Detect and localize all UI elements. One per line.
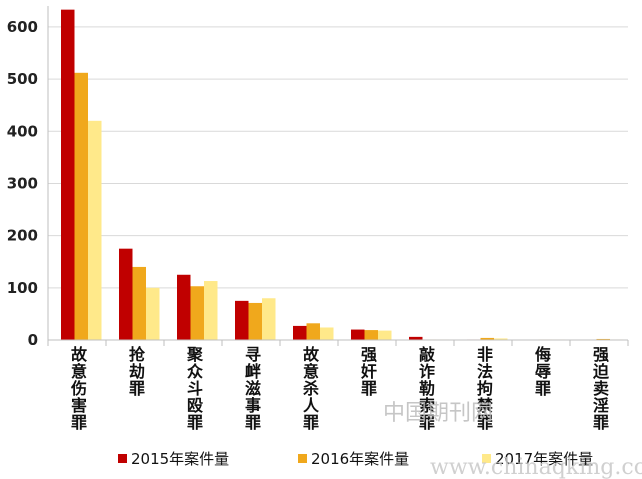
bar-2-6 bbox=[364, 330, 378, 340]
bar-1-1 bbox=[61, 9, 75, 340]
bars bbox=[61, 9, 624, 341]
watermark: 中国期刊网 www.chinaqking.com bbox=[383, 401, 642, 479]
y-axis: 0 100 200 300 400 500 600 bbox=[7, 6, 49, 349]
x-category-label: 寻衅滋事罪 bbox=[245, 345, 261, 432]
bar-3-3 bbox=[204, 281, 218, 340]
x-category-label: 强奸罪 bbox=[360, 345, 377, 398]
x-category-label: 侮辱罪 bbox=[535, 345, 551, 398]
bar-2-10 bbox=[596, 338, 610, 340]
y-tick-label: 100 bbox=[7, 279, 38, 297]
y-tick-label: 500 bbox=[7, 70, 38, 88]
bar-1-6 bbox=[351, 329, 365, 340]
bar-2-8 bbox=[480, 337, 494, 340]
bar-3-6 bbox=[378, 330, 392, 340]
legend-label: 2015年案件量 bbox=[131, 450, 229, 468]
bar-2-1 bbox=[74, 72, 88, 341]
x-category-label: 强迫卖淫罪 bbox=[592, 345, 610, 432]
bar-3-8 bbox=[494, 338, 508, 340]
y-tick-label: 200 bbox=[7, 227, 38, 245]
watermark-en: www.chinaqking.com bbox=[430, 455, 642, 479]
x-category-label: 故意伤害罪 bbox=[70, 345, 88, 432]
legend: 2015年案件量 2016年案件量 2017年案件量 bbox=[118, 450, 593, 468]
legend-label: 2016年案件量 bbox=[311, 450, 409, 468]
bar-2-5 bbox=[306, 323, 320, 340]
x-category-label: 故意杀人罪 bbox=[303, 345, 320, 432]
watermark-cn: 中国期刊网 bbox=[383, 401, 493, 426]
y-tick-label: 400 bbox=[7, 122, 38, 140]
bar-1-2 bbox=[119, 248, 133, 340]
bar-3-4 bbox=[262, 298, 276, 340]
y-tick-label: 600 bbox=[7, 18, 38, 36]
x-category-label: 聚众斗殴罪 bbox=[186, 345, 204, 432]
bar-2-2 bbox=[132, 266, 146, 340]
gridlines bbox=[48, 26, 628, 289]
bar-2-3 bbox=[190, 286, 204, 340]
bar-1-5 bbox=[293, 325, 307, 340]
legend-swatch bbox=[482, 454, 491, 463]
bar-1-7 bbox=[409, 336, 423, 340]
bar-3-2 bbox=[146, 287, 160, 340]
bar-3-1 bbox=[88, 120, 102, 340]
x-category-label: 敲诈勒索罪 bbox=[419, 345, 436, 432]
y-tick-label: 0 bbox=[28, 331, 38, 349]
bar-1-4 bbox=[235, 300, 249, 340]
y-tick-label: 300 bbox=[7, 174, 38, 192]
legend-swatch bbox=[118, 454, 127, 463]
legend-swatch bbox=[298, 454, 307, 463]
x-axis: 故意伤害罪 抢劫罪 聚众斗殴罪 寻衅滋事罪 故意杀人罪 强奸罪 敲诈勒索罪 非法拘禁罪 侮辱罪 强… bbox=[47, 339, 629, 432]
bar-1-3 bbox=[177, 274, 191, 340]
bar-2-4 bbox=[248, 302, 262, 340]
bar-3-5 bbox=[320, 327, 334, 340]
x-category-label: 抢劫罪 bbox=[129, 345, 146, 398]
legend-label: 2017年案件量 bbox=[495, 450, 593, 468]
x-category-label: 非法拘禁罪 bbox=[477, 345, 493, 432]
